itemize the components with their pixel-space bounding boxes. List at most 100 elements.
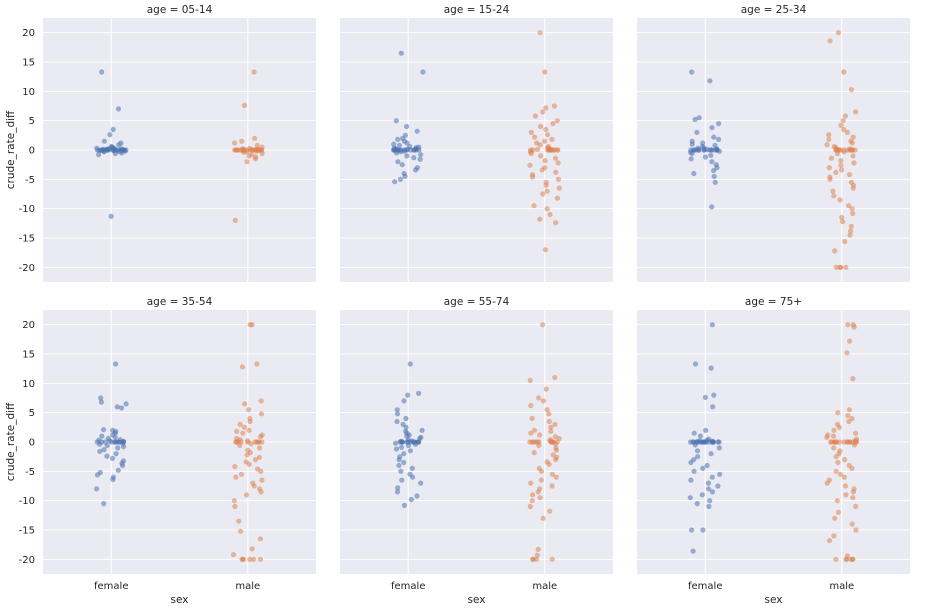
data-point-male	[824, 434, 830, 440]
facet-panel-2: age = 25-34	[637, 4, 910, 282]
data-point-male	[848, 228, 854, 234]
data-point-male	[837, 264, 843, 270]
data-point-male	[240, 556, 246, 562]
data-point-male	[831, 427, 837, 433]
data-point-male	[843, 556, 849, 562]
data-point-male	[843, 264, 849, 270]
data-point-female	[707, 498, 713, 504]
data-point-male	[531, 427, 538, 433]
data-point-male	[842, 483, 849, 489]
data-point-female	[407, 361, 413, 367]
data-point-male	[556, 185, 562, 191]
data-point-male	[846, 172, 853, 178]
data-point-male	[537, 432, 543, 438]
data-point-female	[704, 462, 710, 469]
data-point-male	[850, 556, 856, 562]
data-point-male	[547, 211, 553, 218]
data-point-male	[849, 147, 855, 153]
data-point-male	[528, 480, 534, 486]
data-point-male	[837, 147, 843, 153]
data-point-female	[687, 495, 693, 501]
data-point-male	[252, 135, 258, 141]
data-point-male	[246, 461, 252, 467]
data-point-male	[540, 191, 546, 197]
data-point-male	[828, 155, 835, 161]
data-point-female	[716, 439, 722, 445]
data-point-male	[258, 411, 264, 417]
y-tick-label: -5	[25, 175, 35, 186]
data-point-male	[550, 147, 556, 153]
y-tick-label: 0	[29, 438, 35, 449]
data-point-female	[697, 433, 704, 439]
data-point-male	[847, 338, 853, 344]
data-point-male	[551, 103, 558, 109]
data-point-male	[527, 439, 533, 445]
data-point-male	[555, 160, 561, 166]
data-point-male	[536, 442, 542, 449]
data-point-female	[717, 471, 723, 477]
data-point-male	[824, 480, 830, 486]
data-point-female	[414, 128, 420, 134]
data-point-female	[115, 445, 121, 451]
y-tick-label: 0	[29, 146, 35, 157]
data-point-male	[538, 153, 544, 159]
data-point-female	[120, 462, 126, 469]
data-point-female	[394, 411, 401, 417]
data-point-male	[542, 158, 548, 164]
data-point-male	[827, 176, 833, 182]
data-point-female	[104, 453, 110, 459]
data-point-male	[532, 113, 539, 119]
data-point-male	[545, 132, 551, 138]
data-point-male	[537, 123, 544, 130]
data-point-male	[841, 69, 847, 75]
data-point-female	[100, 427, 107, 433]
facet-title: age = 05-14	[147, 4, 213, 16]
data-point-female	[694, 129, 700, 135]
data-point-female	[110, 455, 116, 461]
data-point-male	[840, 219, 846, 225]
y-tick-label: -20	[19, 263, 35, 274]
data-point-male	[838, 162, 844, 168]
data-point-male	[244, 159, 250, 165]
data-point-female	[396, 462, 402, 469]
data-point-male	[539, 167, 545, 173]
data-point-male	[842, 457, 848, 463]
data-point-male	[547, 508, 553, 514]
data-point-female	[394, 489, 401, 495]
data-point-female	[119, 150, 125, 156]
data-point-male	[238, 471, 245, 477]
facet-title: age = 35-54	[147, 296, 213, 308]
data-point-male	[826, 538, 833, 544]
data-point-male	[543, 126, 549, 133]
data-point-male	[530, 174, 536, 180]
data-point-female	[413, 167, 419, 173]
data-point-female	[403, 415, 409, 422]
data-point-female	[709, 474, 715, 480]
data-point-male	[243, 492, 250, 498]
data-point-male	[257, 556, 263, 562]
data-point-male	[233, 474, 239, 480]
data-point-male	[542, 138, 548, 144]
y-tick-label: 20	[22, 320, 35, 331]
y-tick-label: -10	[19, 204, 35, 215]
data-point-female	[119, 405, 125, 411]
data-point-female	[416, 390, 422, 396]
data-point-male	[844, 350, 850, 356]
data-point-male	[534, 552, 540, 558]
data-point-female	[714, 165, 720, 171]
data-point-male	[552, 374, 558, 381]
data-point-male	[537, 495, 543, 501]
data-point-male	[830, 188, 836, 194]
data-point-male	[555, 147, 561, 153]
data-point-female	[711, 392, 717, 398]
data-point-female	[700, 465, 706, 471]
facet-panel-3: -20 -15 -10 -5 0 5 10 15 20 female male age = 35-54…	[5, 296, 316, 606]
data-point-female	[104, 442, 110, 449]
data-point-male	[546, 418, 552, 425]
y-tick-label: -10	[19, 496, 35, 507]
data-point-female	[395, 159, 401, 165]
data-point-male	[538, 468, 545, 474]
data-point-female	[703, 439, 709, 445]
data-point-male	[838, 122, 844, 128]
